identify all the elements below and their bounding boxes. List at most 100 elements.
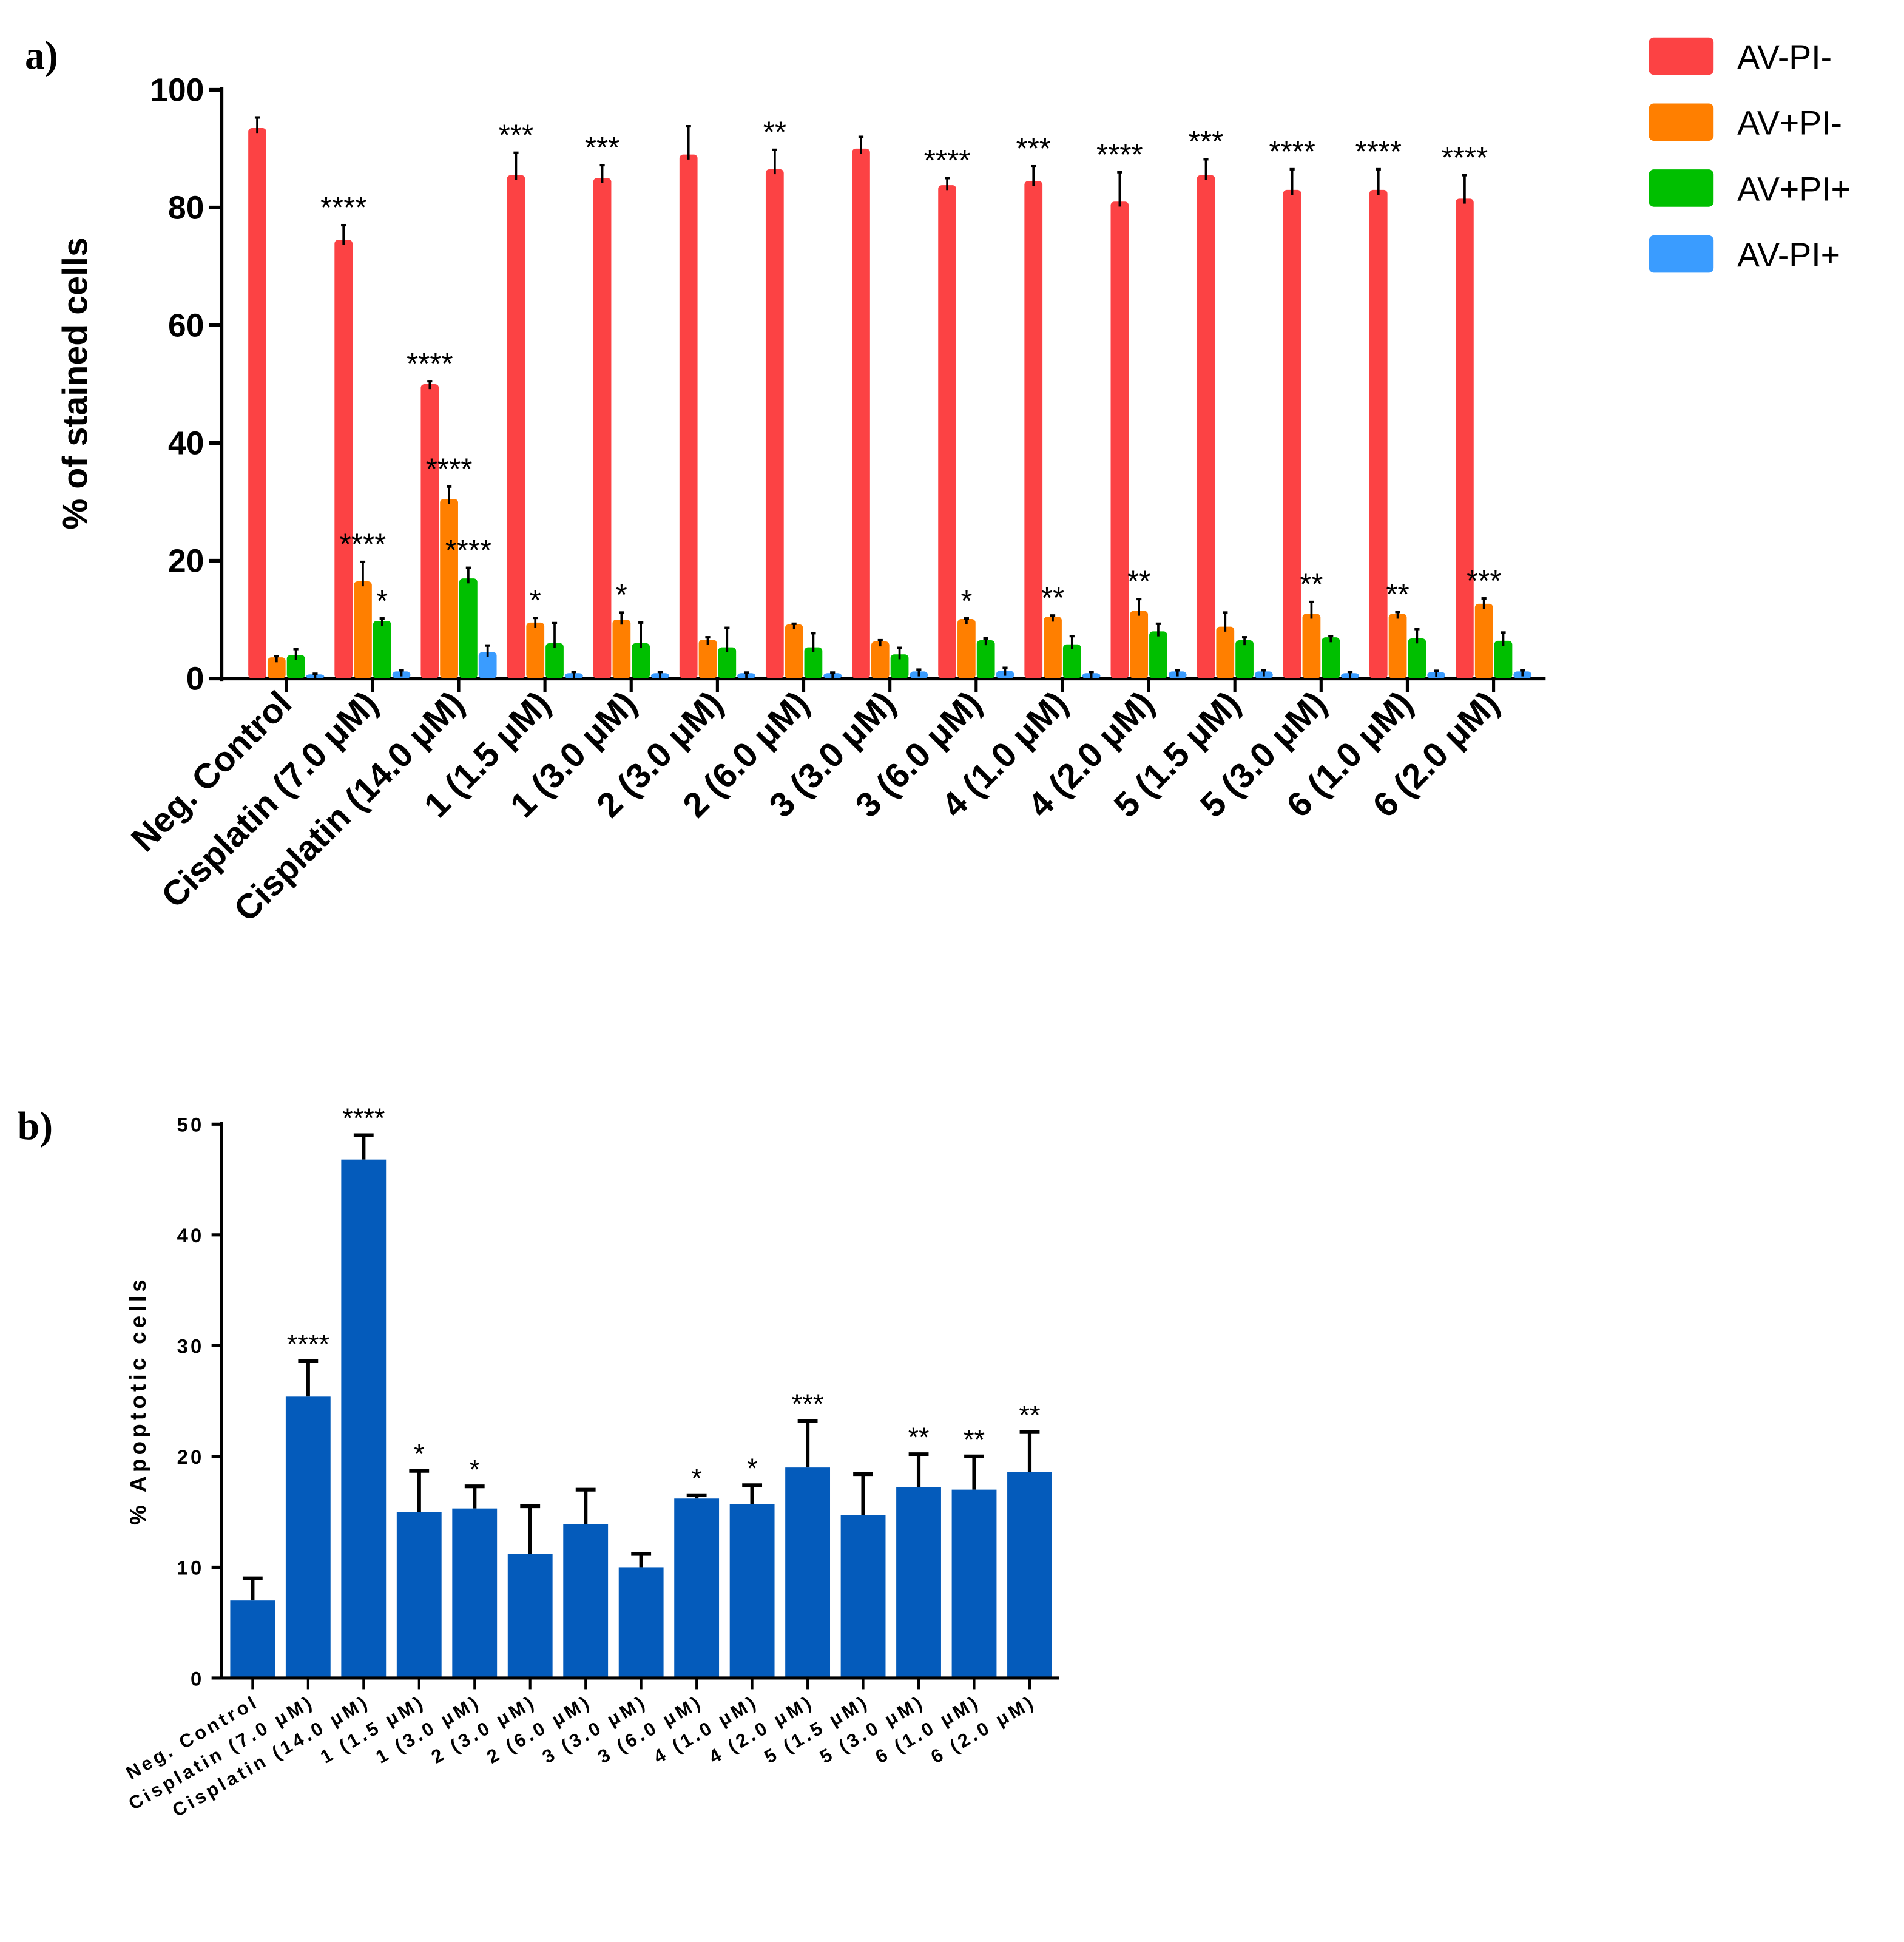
bar [230,1600,275,1678]
significance-label: ** [1019,1399,1040,1430]
y-tick-label: 80 [168,190,204,226]
bar-avpi [976,640,995,679]
bar-avpi [248,127,266,679]
significance-label: **** [445,533,492,567]
bar [563,1524,609,1678]
bar-avpi [1322,637,1340,679]
y-axis-label: % Apoptotic cells [126,1276,150,1525]
y-tick-label: 50 [177,1114,204,1136]
bar-avpi [440,499,458,679]
significance-label: **** [1442,141,1488,174]
significance-label: **** [1269,135,1315,169]
significance-label: * [747,1453,758,1484]
bar-avpi [1130,611,1149,679]
y-tick-label: 100 [150,72,204,108]
significance-label: * [691,1463,702,1494]
bar-avpi [938,185,956,679]
legend: AV-PI- AV+PI- AV+PI+ AV-PI+ [1649,37,1851,274]
significance-label: **** [1096,138,1143,171]
bar-avpi [1474,603,1493,679]
bar [507,1554,553,1678]
significance-label: *** [792,1389,824,1419]
bar-avpi [1197,175,1215,679]
significance-label: * [469,1454,480,1485]
bar-avpi [267,657,286,679]
significance-label: *** [1467,564,1501,598]
y-tick-label: 40 [168,425,204,461]
significance-label: **** [287,1329,329,1360]
bar [729,1504,775,1678]
bar-avpi [354,581,372,679]
bar [674,1498,720,1678]
bar [896,1487,941,1678]
bar-avpi [478,652,497,679]
legend-label: AV-PI- [1737,38,1832,76]
bar-avpi [632,643,650,679]
bar-avpi [1216,626,1235,679]
bar-avpi [957,619,976,679]
significance-label: **** [340,528,387,561]
bar-avpi [698,639,717,679]
y-tick-label: 0 [191,1667,204,1690]
significance-label: **** [426,452,473,486]
bar [1007,1472,1052,1678]
significance-label: **** [342,1103,385,1134]
panel-label-a: a) [25,34,58,78]
bar-avpi [890,654,909,679]
bar-avpi [1494,640,1513,679]
legend-label: AV+PI- [1737,104,1842,142]
significance-label: ** [1300,568,1323,601]
bar-avpi [1369,189,1388,679]
bar-avpi [1456,198,1474,679]
bar-avpi [852,148,870,679]
bar-avpi [459,578,478,679]
chart-b: Neg. Control****Cisplatin (7.0 μM)****Ci… [123,1103,1059,1821]
bar-avpi [334,240,353,679]
significance-label: ** [1386,578,1409,611]
significance-label: * [616,578,627,612]
bar-avpi [612,620,631,679]
legend-swatch [1649,235,1714,273]
bar-avpi [871,641,890,679]
bar-avpi [526,622,545,679]
bar-avpi [679,154,698,679]
significance-label: *** [585,131,619,164]
significance-label: ** [1041,581,1064,615]
bar-avpi [804,647,823,679]
y-axis-label: % of stained cells [56,237,95,530]
legend-swatch [1649,169,1714,207]
significance-label: * [960,584,972,618]
significance-label: ** [1127,565,1150,598]
bar-avpi [1235,640,1254,679]
significance-label: * [414,1438,425,1469]
bar-avpi [1024,181,1043,679]
bar-avpi [1110,201,1129,679]
significance-label: ** [964,1424,985,1455]
significance-label: * [530,584,541,617]
y-tick-label: 40 [177,1224,204,1247]
bar-avpi [507,175,525,679]
bar [840,1515,886,1678]
significance-label: **** [407,347,453,381]
bar-avpi [286,655,305,679]
bar [618,1567,664,1678]
bar [285,1396,331,1678]
bar [951,1489,997,1678]
bar-avpi [785,624,803,679]
bar [452,1508,498,1678]
significance-label: * [376,584,388,618]
y-tick-label: 60 [168,308,204,343]
significance-label: *** [499,118,533,152]
significance-label: *** [1189,125,1223,158]
panel-label-b: b) [18,1105,53,1148]
bar-avpi [1283,189,1301,679]
bar-avpi [765,169,784,679]
legend-swatch [1649,103,1714,141]
significance-label: ** [763,116,786,149]
bar-avpi [1044,617,1062,679]
bar [396,1512,442,1678]
bar-avpi [1149,631,1167,679]
bar-avpi [545,643,564,679]
